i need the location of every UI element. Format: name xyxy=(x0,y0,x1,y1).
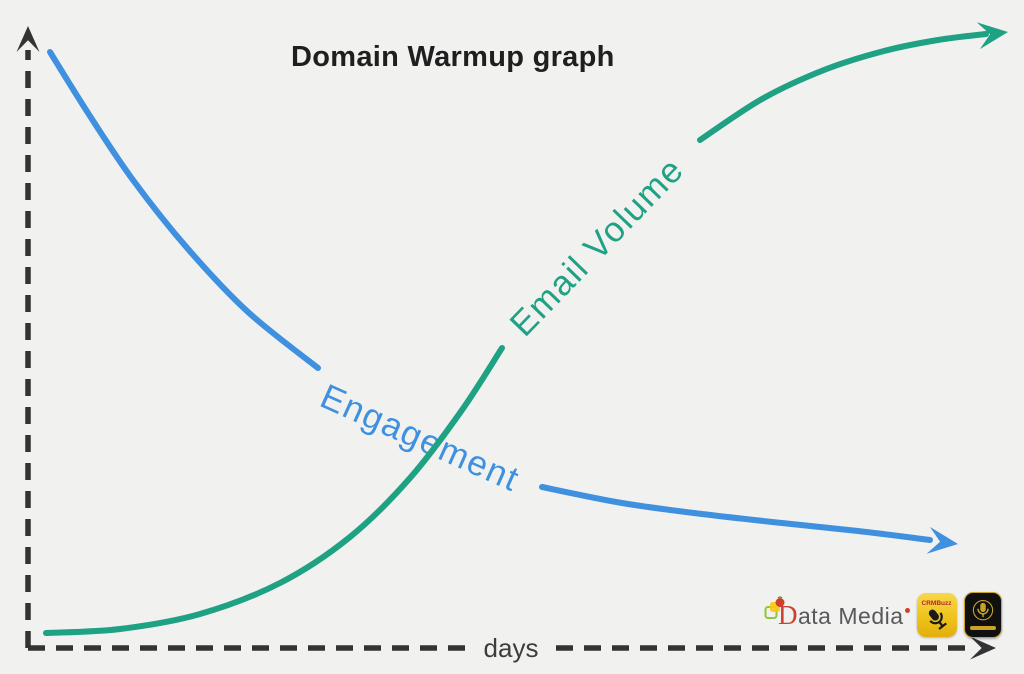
gold-microphone-icon xyxy=(972,600,993,621)
branding: Data Media CRMBuzz xyxy=(764,590,1002,640)
datamedia-logo: Data Media xyxy=(764,595,910,631)
email-volume-curve-segment-1 xyxy=(43,345,505,636)
chart-title: Domain Warmup graph xyxy=(291,41,615,73)
crmbuzz-icon-label: CRMBuzz xyxy=(921,599,952,607)
microphone-icon xyxy=(928,609,947,630)
email-volume-curve-label: Email Volume xyxy=(502,150,691,344)
y-axis-arrow xyxy=(16,26,40,52)
datamedia-logo-dot xyxy=(904,607,910,613)
media-buzz-icon-text-bar xyxy=(969,626,996,630)
engagement-curve-arrow xyxy=(926,526,958,554)
datamedia-logo-text: Data Media xyxy=(778,599,904,630)
x-axis-label: days xyxy=(484,633,539,663)
crmbuzz-app-icon: CRMBuzz xyxy=(916,593,957,637)
engagement-curve-segment-2 xyxy=(539,484,933,543)
email-volume-curve-segment-2 xyxy=(697,31,989,143)
media-buzz-app-icon xyxy=(963,592,1002,638)
x-axis-arrow xyxy=(970,636,996,660)
email-volume-curve-arrow xyxy=(976,22,1008,50)
engagement-curve-label: Engagement xyxy=(315,377,526,499)
datamedia-fruit-logo-icon xyxy=(764,595,785,619)
engagement-curve-segment-1 xyxy=(47,49,321,371)
